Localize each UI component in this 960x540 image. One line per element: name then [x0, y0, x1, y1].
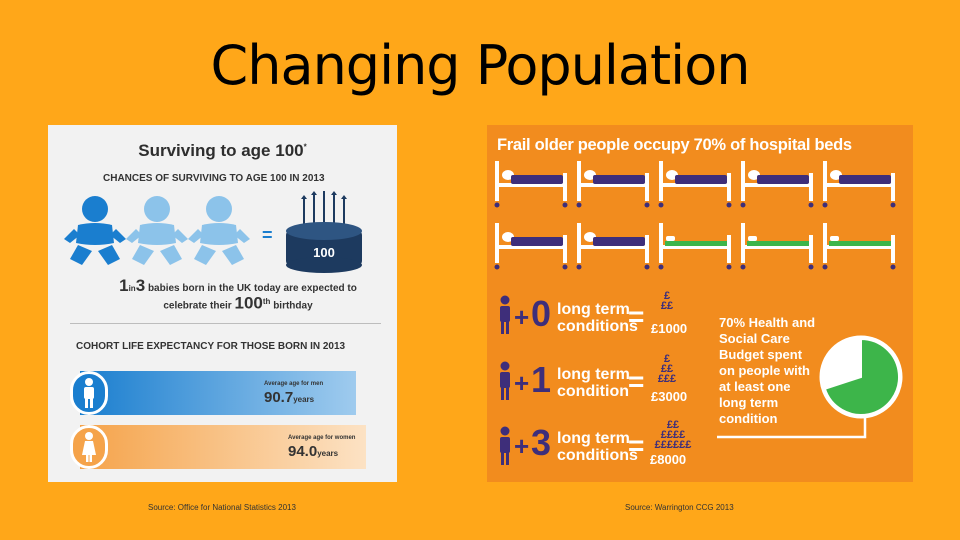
pie-remainder-slice	[819, 335, 903, 419]
section-divider	[70, 323, 381, 324]
row2-pounds: £ ££ £££	[657, 353, 677, 385]
row3-cost: £8000	[650, 452, 687, 467]
row3-equals: =	[628, 430, 645, 461]
empty-bed-icon	[822, 223, 896, 270]
row2-equals: =	[628, 366, 645, 397]
row2-cost: £3000	[651, 389, 688, 404]
men-life-expectancy-bar	[80, 371, 356, 415]
row1-pounds: £ ££	[660, 290, 674, 312]
person-icon	[500, 295, 510, 334]
men-value: 90.7years	[264, 389, 315, 406]
occupied-bed-icon	[658, 161, 732, 208]
survival-heading: Surviving to age 100*	[138, 141, 307, 160]
empty-bed-icon	[658, 223, 732, 270]
row1-cost: £1000	[651, 321, 688, 336]
cake-label: 100	[313, 245, 335, 260]
baby-icon	[126, 196, 188, 265]
hospital-beds-title: Frail older people occupy 70% of hospita…	[497, 136, 852, 154]
survival-infographic: Surviving to age 100* CHANCES OF SURVIVI…	[48, 125, 397, 482]
row3-label: long term conditions	[557, 430, 638, 464]
person-icon	[500, 361, 510, 400]
women-icon-badge	[70, 425, 108, 469]
source-right: Source: Warrington CCG 2013	[625, 503, 734, 512]
row1-count: 0	[531, 293, 552, 334]
occupied-bed-icon	[822, 161, 896, 208]
occupied-bed-icon	[576, 161, 650, 208]
women-life-expectancy-bar	[80, 425, 366, 469]
row2-label: long term condition	[557, 366, 630, 400]
men-label: Average age for men	[264, 381, 324, 387]
occupied-bed-icon	[494, 223, 568, 270]
men-icon-badge	[70, 371, 108, 415]
row2-plus: +	[514, 368, 530, 398]
budget-text: 70% Health and Social Care Budget spent …	[719, 315, 816, 426]
survival-subheading: CHANCES OF SURVIVING TO AGE 100 IN 2013	[103, 173, 325, 184]
row3-count: 3	[531, 422, 552, 463]
hospital-beds-infographic: Frail older people occupy 70% of hospita…	[487, 125, 913, 482]
occupied-bed-icon	[576, 223, 650, 270]
man-icon	[84, 378, 94, 408]
babies-and-cake-graphic: = 100	[64, 191, 362, 273]
women-value: 94.0years	[288, 443, 339, 460]
row2-count: 1	[531, 359, 552, 400]
cohort-heading: COHORT LIFE EXPECTANCY FOR THOSE BORN IN…	[76, 341, 346, 352]
occupied-bed-icon	[494, 161, 568, 208]
hospital-beds-graphic	[494, 161, 896, 270]
equals-sign: =	[262, 225, 273, 245]
baby-icon	[188, 196, 250, 265]
budget-pie-chart	[819, 335, 903, 419]
occupied-bed-icon	[740, 161, 814, 208]
pie-share-slice	[823, 337, 900, 416]
row1-label: long term conditions	[557, 301, 638, 335]
survival-note: 1in3 babies born in the UK today are exp…	[119, 276, 357, 313]
baby-icon	[64, 196, 126, 265]
women-label: Average age for women	[288, 435, 356, 441]
empty-bed-icon	[740, 223, 814, 270]
row1-equals: =	[628, 301, 645, 332]
source-left: Source: Office for National Statistics 2…	[148, 503, 296, 512]
woman-icon	[82, 432, 96, 462]
row1-plus: +	[514, 302, 530, 332]
person-icon	[500, 426, 510, 465]
slide-title: Changing Population	[210, 34, 751, 97]
birthday-cake-icon: 100	[286, 191, 362, 273]
row3-plus: +	[514, 431, 530, 461]
row3-pounds: ££ ££££ ££££££	[654, 419, 692, 451]
